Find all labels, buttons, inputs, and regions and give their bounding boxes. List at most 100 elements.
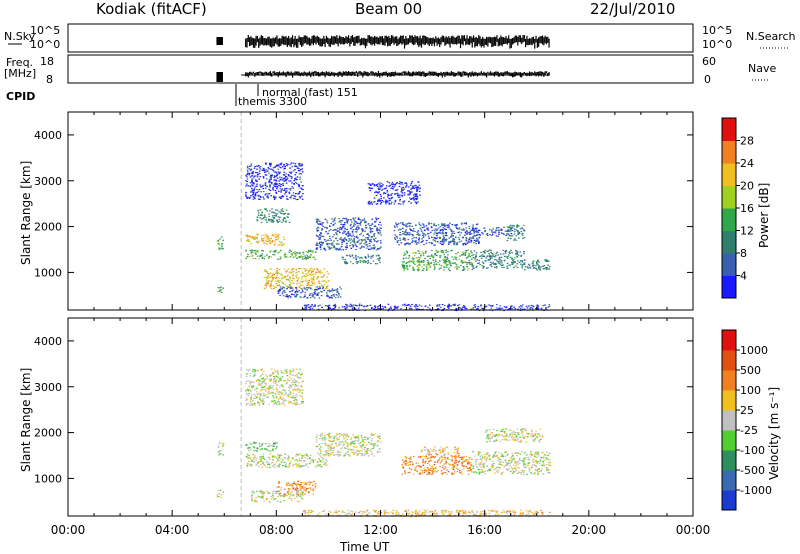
heatmap-cell — [300, 165, 302, 167]
heatmap-cell — [389, 184, 391, 187]
heatmap-cell — [269, 466, 271, 468]
heatmap-cell — [422, 240, 424, 242]
heatmap-cell — [351, 441, 353, 443]
heatmap-cell — [301, 487, 304, 489]
heatmap-cell — [379, 227, 382, 229]
heatmap-cell — [268, 464, 271, 466]
heatmap-cell — [540, 308, 543, 310]
heatmap-cell — [305, 488, 308, 490]
heatmap-cell — [366, 450, 368, 452]
heatmap-cell — [305, 308, 308, 310]
heatmap-cell — [426, 467, 429, 469]
heatmap-cell — [295, 172, 297, 174]
heatmap-cell — [221, 247, 223, 249]
heatmap-cell — [380, 246, 382, 248]
noise-trace-bar — [394, 36, 397, 44]
heatmap-cell — [418, 465, 420, 467]
heatmap-cell — [468, 259, 471, 262]
heatmap-cell — [328, 450, 331, 452]
heatmap-cell — [286, 275, 288, 277]
heatmap-cell — [251, 194, 254, 196]
heatmap-cell — [350, 247, 353, 249]
heatmap-cell — [335, 433, 338, 435]
heatmap-cell — [440, 251, 443, 253]
heatmap-cell — [330, 440, 332, 442]
heatmap-cell — [336, 230, 339, 232]
heatmap-cell — [443, 228, 446, 230]
heatmap-cell — [251, 181, 253, 183]
noise-trace-bar — [439, 38, 441, 48]
freq-trace-bar — [355, 71, 357, 74]
heatmap-cell — [301, 258, 304, 260]
heatmap-cell — [289, 495, 291, 497]
heatmap-cell — [337, 227, 339, 229]
heatmap-cell — [221, 445, 224, 448]
heatmap-cell — [545, 307, 547, 309]
heatmap-cell — [266, 254, 268, 256]
heatmap-cell — [411, 241, 413, 243]
heatmap-cell — [422, 261, 425, 263]
heatmap-cell — [389, 306, 392, 308]
heatmap-cell — [316, 286, 318, 288]
heatmap-cell — [298, 165, 300, 167]
heatmap-cell — [371, 256, 374, 258]
heatmap-cell — [283, 178, 286, 180]
heatmap-cell — [281, 189, 283, 191]
noise-trace-bar — [251, 37, 253, 46]
heatmap-cell — [433, 264, 435, 266]
beam-title: Beam 00 — [355, 0, 422, 18]
heatmap-cell — [293, 252, 296, 254]
heatmap-cell — [269, 189, 272, 191]
heatmap-cell — [464, 234, 466, 236]
heatmap-cell — [344, 441, 347, 443]
heatmap-cell — [294, 256, 297, 258]
heatmap-cell — [511, 227, 513, 229]
noise-trace-bar — [358, 35, 360, 43]
heatmap-cell — [293, 481, 295, 483]
noise-trace-bar — [387, 36, 389, 47]
heatmap-cell — [472, 265, 474, 267]
heatmap-cell — [256, 165, 258, 167]
heatmap-cell — [356, 449, 358, 451]
heatmap-cell — [330, 450, 333, 452]
freq-trace-bar — [396, 72, 398, 75]
heatmap-cell — [460, 232, 463, 234]
heatmap-cell — [312, 252, 314, 254]
heatmap-cell — [446, 458, 449, 460]
noise-trace-bar — [463, 35, 466, 42]
heatmap-cell — [257, 463, 259, 465]
heatmap-cell — [323, 455, 326, 457]
noise-trace-bar — [383, 38, 385, 46]
heatmap-cell — [284, 193, 286, 195]
nave-right-tick-low: 0 — [704, 73, 711, 86]
heatmap-cell — [332, 221, 334, 223]
heatmap-cell — [414, 467, 417, 469]
heatmap-cell — [372, 247, 375, 249]
freq-trace-bar — [402, 71, 404, 74]
heatmap-cell — [256, 238, 258, 240]
heatmap-cell — [470, 464, 473, 466]
heatmap-cell — [304, 457, 306, 459]
heatmap-cell — [331, 297, 333, 299]
freq-trace-bar — [489, 71, 492, 76]
heatmap-cell — [394, 237, 396, 239]
heatmap-cell — [460, 229, 463, 231]
heatmap-cell — [289, 278, 291, 280]
heatmap-cell — [305, 280, 308, 282]
heatmap-cell — [253, 450, 255, 452]
heatmap-cell — [295, 287, 298, 289]
heatmap-cell — [435, 453, 437, 455]
heatmap-cell — [390, 203, 392, 205]
heatmap-cell — [327, 246, 329, 248]
heatmap-cell — [339, 247, 341, 249]
heatmap-cell — [464, 251, 467, 253]
heatmap-cell — [401, 192, 404, 194]
heatmap-cell — [285, 271, 287, 273]
heatmap-cell — [222, 287, 224, 289]
heatmap-cell — [420, 469, 423, 471]
heatmap-cell — [316, 294, 318, 296]
heatmap-cell — [346, 219, 348, 221]
heatmap-cell — [305, 304, 307, 306]
heatmap-cell — [369, 239, 371, 241]
heatmap-cell — [361, 231, 364, 233]
